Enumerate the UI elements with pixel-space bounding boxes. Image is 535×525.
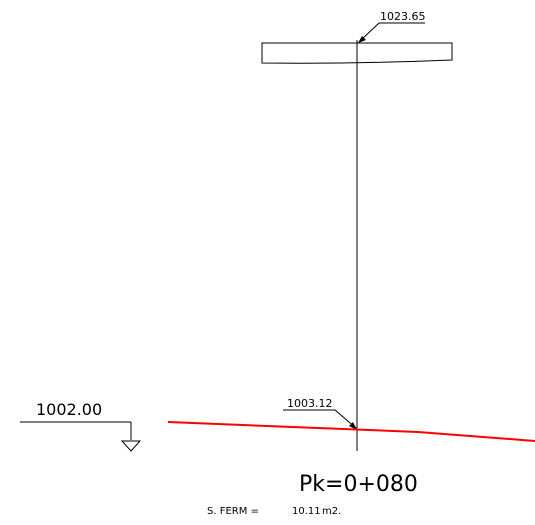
top-elevation-label: 1023.65 (380, 10, 426, 23)
area-unit: m2. (322, 506, 341, 517)
top-elevation-arrow (358, 36, 366, 43)
station-label: Pk=0+080 (299, 472, 418, 497)
ground-elevation-label: 1003.12 (287, 397, 333, 410)
ground-elevation-arrow (349, 422, 357, 430)
datum-triangle-icon (120, 440, 142, 452)
ground-elevation-leader (283, 409, 357, 429)
ground-profile-line (167, 421, 535, 442)
top-deck-shape (261, 42, 453, 64)
top-elevation-leader (359, 22, 425, 42)
area-value: 10.11 (292, 506, 321, 517)
area-label: S. FERM = (207, 506, 259, 517)
datum-elevation-label: 1002.00 (36, 400, 102, 419)
